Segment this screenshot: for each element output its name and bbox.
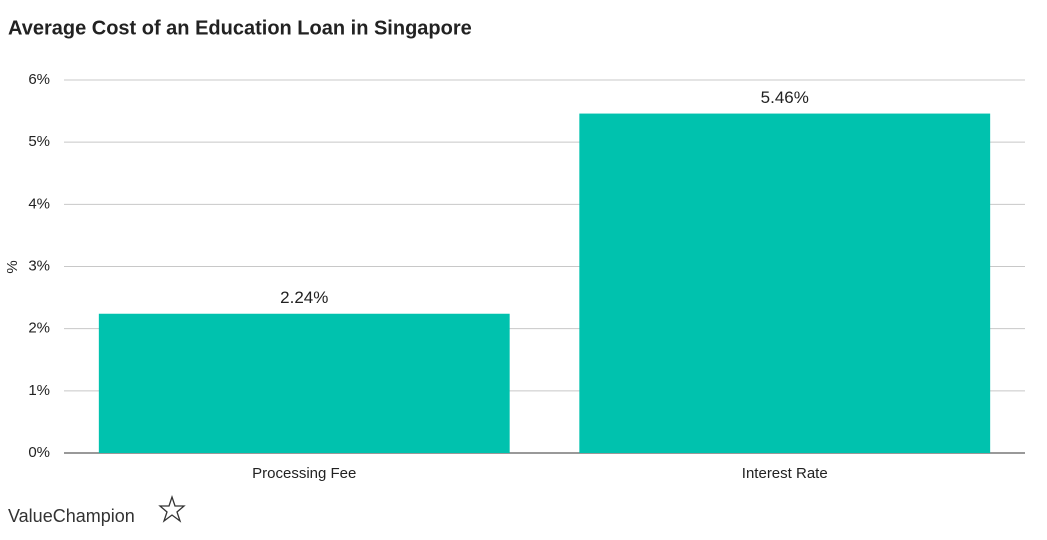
y-tick-label: 3% [28, 257, 50, 274]
x-tick-label: Interest Rate [742, 465, 828, 482]
y-tick-label: 2% [28, 320, 50, 337]
y-tick-label: 1% [28, 382, 50, 399]
y-tick-label: 4% [28, 195, 50, 212]
y-tick-label: 6% [28, 71, 50, 88]
brand: ValueChampion [8, 506, 135, 526]
value-label: 5.46% [761, 88, 809, 107]
brand-star [158, 494, 186, 523]
bar [98, 313, 510, 453]
y-axis-label: % [4, 260, 21, 273]
y-tick-label: 5% [28, 133, 50, 150]
bar [579, 113, 991, 453]
y-tick-label: 0% [28, 444, 50, 461]
value-label: 2.24% [280, 288, 328, 307]
chart-title: Average Cost of an Education Loan in Sin… [8, 17, 472, 39]
x-tick-label: Processing Fee [252, 465, 356, 482]
